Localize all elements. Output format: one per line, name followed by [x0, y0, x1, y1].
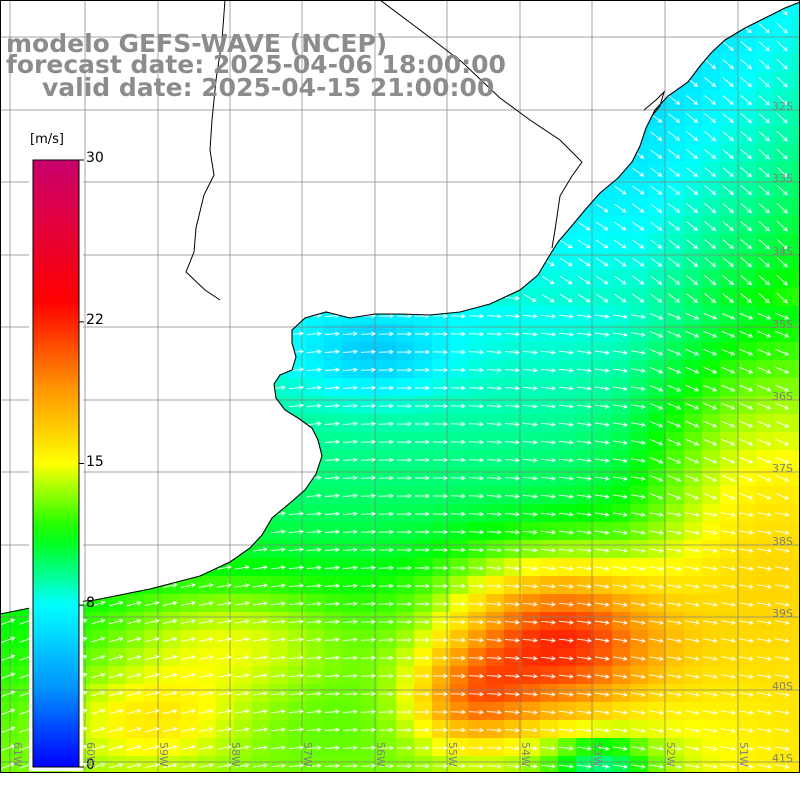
latitude-label: 40S — [772, 680, 793, 693]
longitude-label: 54W — [519, 742, 532, 767]
longitude-label: 52W — [664, 742, 677, 767]
colorbar-tick-label: 8 — [86, 595, 95, 612]
colorbar-tick-label: 15 — [86, 453, 104, 470]
latitude-label: 35S — [772, 318, 793, 331]
longitude-label: 58W — [229, 742, 242, 767]
latitude-label: 36S — [772, 390, 793, 403]
latitude-label: 41S — [772, 752, 793, 765]
colorbar-tick-label: 0 — [86, 757, 95, 773]
model-title: modelo GEFS-WAVE (NCEP) — [6, 29, 388, 58]
graticule — [0, 0, 800, 772]
latitude-label: 37S — [772, 462, 793, 475]
forecast-date: forecast date: 2025-04-06 18:00:00 — [6, 50, 506, 79]
colorbar-tick-label: 22 — [86, 311, 104, 328]
longitude-label: 53W — [591, 742, 604, 767]
latitude-label: 39S — [772, 607, 793, 620]
colorbar-tick-label: 30 — [86, 150, 104, 166]
latitude-label: 34S — [772, 245, 793, 258]
latitude-label: 33S — [772, 172, 793, 185]
latitude-label: 32S — [772, 100, 793, 113]
latitude-label: 38S — [772, 535, 793, 548]
longitude-label: 56W — [374, 742, 387, 767]
longitude-label: 60W — [84, 742, 97, 767]
longitude-label: 51W — [737, 742, 750, 767]
colorbar-unit: [m/s] — [30, 132, 64, 147]
longitude-label: 61W — [11, 742, 24, 767]
colorbar — [29, 156, 84, 771]
valid-date: valid date: 2025-04-15 21:00:00 — [42, 73, 495, 102]
longitude-label: 59W — [157, 742, 170, 767]
longitude-label: 55W — [446, 742, 459, 767]
longitude-label: 57W — [301, 742, 314, 767]
land-area — [0, 0, 800, 614]
